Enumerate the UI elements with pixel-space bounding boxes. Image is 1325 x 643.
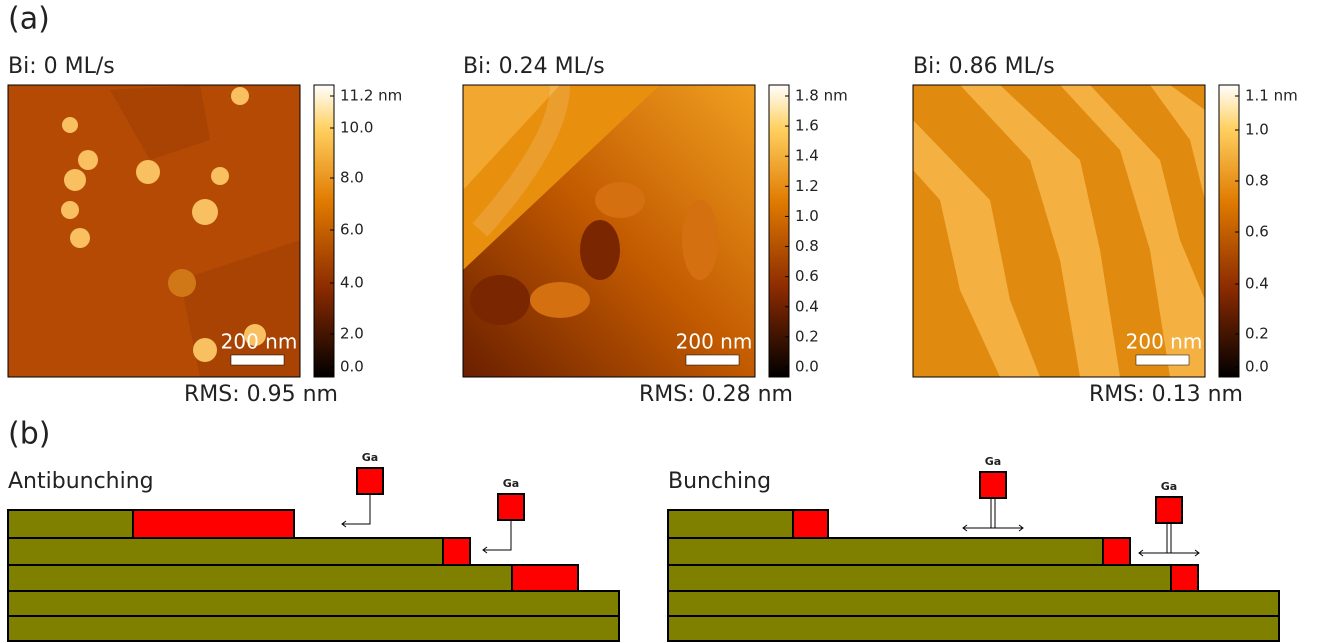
diagram-title: Bunching bbox=[668, 469, 771, 494]
colorbar-label: 4.0 bbox=[340, 274, 364, 292]
colorbar-label: 0.0 bbox=[795, 358, 819, 376]
colorbar-label: 6.0 bbox=[340, 221, 364, 239]
colorbar-label: 8.0 bbox=[340, 169, 364, 187]
colorbar-label: 1.2 bbox=[795, 177, 819, 195]
step-adatom bbox=[443, 538, 470, 565]
colorbar bbox=[769, 85, 789, 377]
step-adatom bbox=[793, 510, 828, 538]
scale-bar-label: 200 nm bbox=[1126, 330, 1203, 354]
colorbar-label: 10.0 bbox=[340, 119, 373, 137]
terrace bbox=[8, 616, 619, 641]
step-adatom bbox=[1171, 565, 1198, 591]
figure: (a) Bi: 0 ML/s11.2 nm10.08.06. bbox=[0, 0, 1325, 643]
colorbar-label: 0.6 bbox=[795, 267, 819, 285]
adatom bbox=[1156, 497, 1182, 523]
scale-bar-label: 200 nm bbox=[676, 330, 753, 354]
rms-label: RMS: 0.95 nm bbox=[184, 382, 338, 407]
terrace bbox=[668, 565, 1198, 591]
colorbar bbox=[314, 85, 334, 377]
colorbar-label: 1.1 nm bbox=[1245, 87, 1298, 105]
colorbar-label: 0.2 bbox=[1245, 325, 1269, 343]
adatom bbox=[498, 494, 524, 520]
step-adatom bbox=[512, 565, 578, 591]
colorbar-label: 0.0 bbox=[340, 358, 364, 376]
diffusion-arrow bbox=[963, 498, 1023, 531]
panel-label: (a) bbox=[8, 2, 50, 37]
colorbar-label: 1.4 bbox=[795, 147, 819, 165]
image-title: Bi: 0.86 ML/s bbox=[913, 54, 1055, 79]
diagram-title: Antibunching bbox=[8, 469, 154, 494]
terrace bbox=[668, 616, 1279, 641]
scale-bar bbox=[686, 355, 739, 365]
colorbar-label: 0.8 bbox=[1245, 172, 1269, 190]
adatom-label: Ga bbox=[985, 455, 1001, 468]
panel-label: (b) bbox=[8, 417, 50, 452]
colorbar-label: 11.2 nm bbox=[340, 87, 402, 105]
terrace bbox=[8, 565, 578, 591]
step-adatom bbox=[1103, 538, 1130, 565]
scale-bar bbox=[1136, 355, 1189, 365]
colorbar-label: 0.4 bbox=[795, 297, 819, 315]
terrace bbox=[668, 591, 1279, 616]
colorbar-label: 0.4 bbox=[1245, 275, 1269, 293]
diffusion-arrow bbox=[342, 494, 370, 527]
adatom bbox=[980, 472, 1006, 498]
adatom bbox=[357, 468, 383, 494]
colorbar bbox=[1219, 85, 1239, 377]
rms-label: RMS: 0.13 nm bbox=[1089, 382, 1243, 407]
scale-bar-label: 200 nm bbox=[221, 330, 298, 354]
adatom-label: Ga bbox=[362, 451, 378, 464]
colorbar-label: 1.6 bbox=[795, 117, 819, 135]
terrace bbox=[8, 538, 470, 565]
colorbar-label: 1.8 nm bbox=[795, 87, 848, 105]
diffusion-arrow bbox=[483, 520, 511, 553]
diffusion-arrow bbox=[1139, 523, 1199, 556]
colorbar-label: 1.0 bbox=[795, 207, 819, 225]
colorbar-label: 1.0 bbox=[1245, 121, 1269, 139]
adatom-label: Ga bbox=[1161, 480, 1177, 493]
scale-bar bbox=[231, 355, 284, 365]
image-title: Bi: 0.24 ML/s bbox=[463, 54, 605, 79]
colorbar-label: 2.0 bbox=[340, 325, 364, 343]
adatom-label: Ga bbox=[503, 477, 519, 490]
colorbar-label: 0.8 bbox=[795, 237, 819, 255]
rms-label: RMS: 0.28 nm bbox=[639, 382, 793, 407]
colorbar-label: 0.6 bbox=[1245, 223, 1269, 241]
terrace bbox=[668, 538, 1130, 565]
terrace bbox=[8, 591, 619, 616]
image-title: Bi: 0 ML/s bbox=[8, 54, 115, 79]
step-adatom bbox=[133, 510, 294, 538]
colorbar-label: 0.2 bbox=[795, 327, 819, 345]
colorbar-label: 0.0 bbox=[1245, 358, 1269, 376]
